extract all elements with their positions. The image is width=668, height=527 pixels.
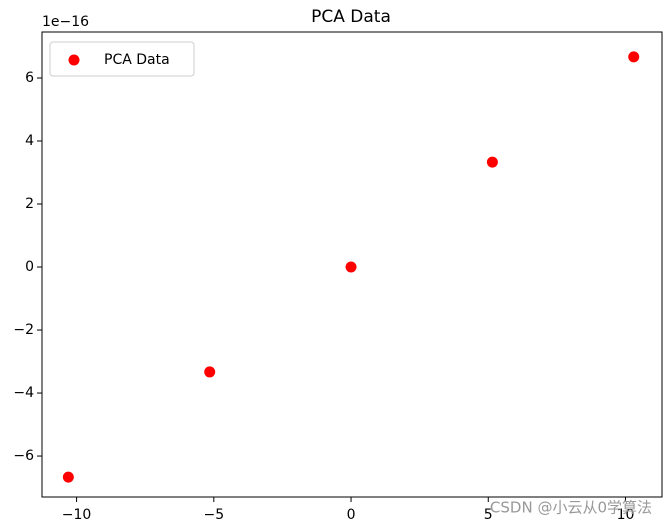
y-tick-label: −2 <box>13 322 34 338</box>
legend-box <box>49 41 195 77</box>
y-tick-label: −6 <box>13 448 34 464</box>
watermark: CSDN @小云从0学算法 <box>490 499 652 517</box>
legend-label: PCA Data <box>104 52 170 68</box>
axes-frame <box>41 31 663 498</box>
legend-marker <box>68 54 80 66</box>
y-tick-label: 4 <box>25 133 34 149</box>
y-offset-text: 1e−16 <box>42 14 89 30</box>
x-tick-label: 5 <box>484 507 493 523</box>
y-tick-label: 0 <box>25 259 34 275</box>
legend: PCA Data <box>49 41 195 77</box>
x-tick-label: −5 <box>203 507 224 523</box>
x-tick-label: −10 <box>62 507 92 523</box>
scatter-point <box>628 51 640 63</box>
y-tick-label: 2 <box>25 196 34 212</box>
x-tick-label: 10 <box>617 507 635 523</box>
y-tick-label: 6 <box>25 70 34 86</box>
scatter-point <box>204 366 216 378</box>
chart-title: PCA Data <box>311 7 391 27</box>
scatter-point <box>345 261 357 273</box>
x-tick-label: 0 <box>347 507 356 523</box>
scatter-point <box>486 156 498 168</box>
y-tick-label: −4 <box>13 385 34 401</box>
scatter-point <box>62 471 74 483</box>
